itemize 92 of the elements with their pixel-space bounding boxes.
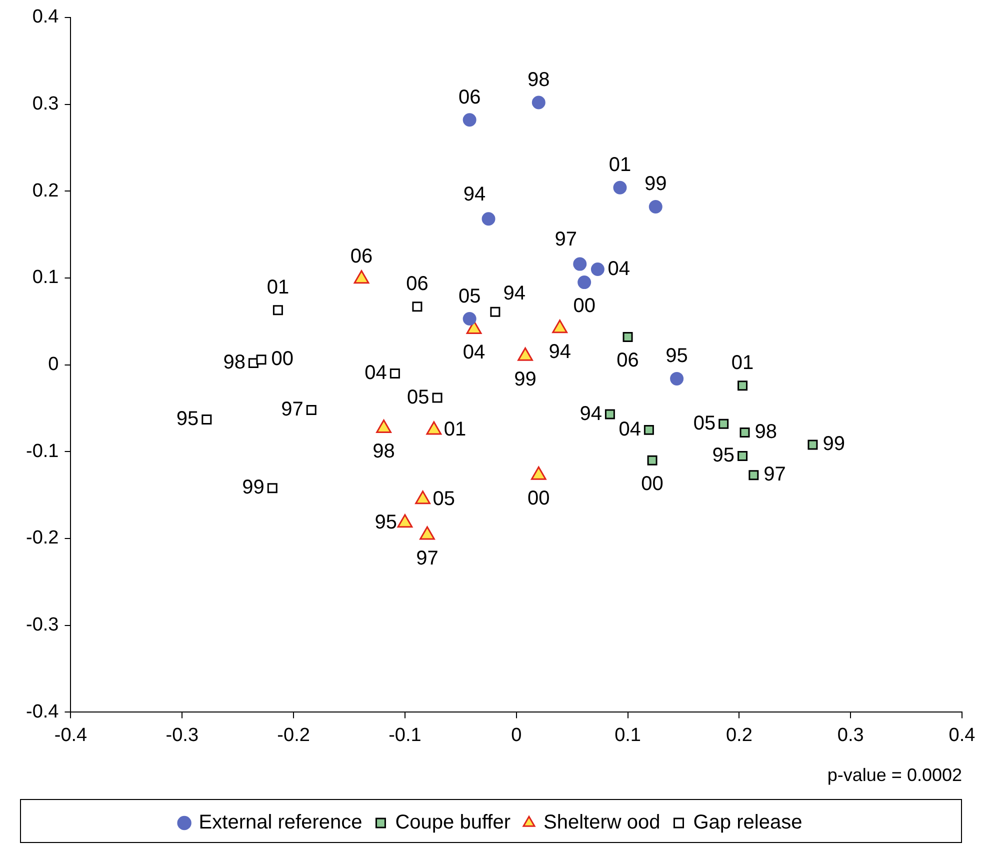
point	[738, 380, 748, 391]
point	[644, 424, 654, 435]
annotation: 95	[666, 345, 688, 368]
annotation: 94	[503, 282, 526, 304]
annotation: 04	[618, 418, 641, 440]
annotation: 06	[616, 350, 639, 372]
annotation: 01	[266, 276, 290, 299]
annotation: 97	[416, 548, 438, 570]
point	[647, 455, 658, 466]
legend-label: Coupe buffer	[395, 812, 511, 834]
point	[462, 312, 476, 326]
x-tick-label: 0.4	[948, 724, 976, 746]
annotation: 01	[731, 352, 754, 374]
point	[604, 409, 615, 420]
annotation: 95	[712, 444, 735, 467]
point	[573, 257, 587, 271]
point	[613, 180, 627, 194]
annotation: 94	[548, 340, 571, 363]
y-tick-label: 0.3	[32, 93, 59, 114]
annotation: 98	[372, 440, 395, 463]
annotation: 06	[458, 86, 481, 108]
annotation: 99	[822, 433, 845, 456]
annotation: 06	[350, 245, 373, 268]
point	[532, 96, 546, 110]
annotation: 99	[514, 368, 536, 391]
annotation: 01	[444, 418, 466, 440]
y-tick-label: -0.3	[26, 614, 59, 636]
legend-label: External reference	[198, 812, 362, 834]
x-tick-label: 0.2	[726, 724, 752, 746]
annotation: 05	[407, 386, 430, 408]
y-tick-label: -0.2	[26, 528, 59, 549]
annotation: 94	[580, 402, 602, 425]
annotation: 04	[364, 362, 387, 384]
x-tick-label: -0.3	[166, 724, 199, 746]
x-tick-label: -0.4	[54, 724, 88, 746]
annotation: 05	[432, 488, 456, 510]
text: p-value = 0.0002	[827, 765, 962, 786]
point	[590, 262, 604, 276]
y-tick-label: 0.2	[32, 180, 59, 202]
x-tick-label: 0.3	[837, 724, 864, 746]
point	[808, 440, 818, 450]
annotation: 00	[573, 294, 596, 317]
annotation: 95	[374, 511, 397, 534]
annotation: 05	[693, 412, 716, 434]
point	[412, 302, 422, 312]
annotation: 99	[644, 173, 667, 196]
annotation: 00	[528, 488, 550, 510]
point	[390, 368, 400, 378]
legend-label: Gap release	[693, 812, 802, 834]
point	[718, 418, 729, 429]
point	[648, 200, 662, 214]
point	[748, 470, 759, 480]
point	[306, 404, 316, 415]
point	[578, 276, 592, 290]
point	[267, 483, 278, 494]
point	[738, 451, 748, 461]
annotation: 98	[754, 421, 778, 444]
annotation: 01	[608, 154, 632, 176]
y-tick-label: -0.1	[26, 440, 59, 462]
point	[272, 305, 283, 316]
annotation: 00	[271, 348, 294, 370]
point	[740, 428, 750, 438]
x-tick-label: 0	[511, 724, 522, 746]
annotation: 97	[554, 228, 577, 251]
annotation: 06	[406, 273, 428, 296]
annotation: 00	[641, 472, 664, 495]
point	[482, 212, 496, 226]
legend-label: Shelterw ood	[544, 812, 660, 834]
x-tick-label: -0.2	[277, 724, 310, 746]
x-tick-label: -0.1	[388, 724, 422, 746]
annotation: 97	[764, 464, 786, 486]
annotation: 04	[462, 342, 486, 364]
point	[670, 372, 684, 386]
point	[622, 332, 633, 342]
annotation: 97	[281, 398, 304, 420]
point	[462, 113, 476, 127]
x-tick-label: 0.1	[614, 724, 641, 746]
annotation: 04	[608, 258, 630, 280]
annotation: 99	[242, 476, 264, 499]
annotation: 98	[223, 352, 246, 374]
y-tick-label: 0.1	[32, 267, 59, 288]
annotation: 95	[176, 408, 199, 430]
annotation: 98	[528, 69, 550, 92]
y-tick-label: -0.4	[26, 701, 60, 722]
point	[490, 306, 500, 317]
y-tick-label: 0	[48, 354, 59, 376]
point	[202, 414, 212, 425]
y-tick-label: 0.4	[32, 6, 60, 28]
annotation: 94	[463, 183, 486, 206]
point	[256, 354, 266, 365]
point	[432, 392, 442, 403]
annotation: 05	[458, 285, 481, 308]
